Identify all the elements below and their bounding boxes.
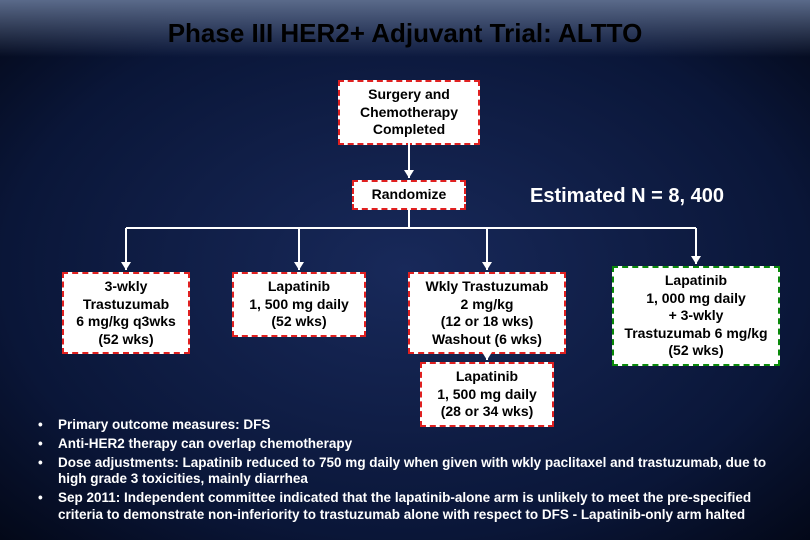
bullet-list: •Primary outcome measures: DFS •Anti-HER2… [38,417,780,526]
box-arm-0: 3-wklyTrastuzumab6 mg/kg q3wks(52 wks) [62,272,190,354]
estimated-n: Estimated N = 8, 400 [530,185,724,208]
box-start: Surgery andChemotherapyCompleted [338,80,480,145]
page-title: Phase III HER2+ Adjuvant Trial: ALTTO [0,0,810,57]
bullet-item: •Anti-HER2 therapy can overlap chemother… [38,436,780,453]
bullet-item: •Dose adjustments: Lapatinib reduced to … [38,455,780,489]
title-band: Phase III HER2+ Adjuvant Trial: ALTTO [0,0,810,57]
box-arm-3: Lapatinib1, 000 mg daily+ 3-wklyTrastuzu… [612,266,780,366]
bullet-item: •Sep 2011: Independent committee indicat… [38,490,780,524]
box-arm-2: Wkly Trastuzumab2 mg/kg(12 or 18 wks)Was… [408,272,566,354]
bullet-item: •Primary outcome measures: DFS [38,417,780,434]
box-randomize: Randomize [352,180,466,210]
box-arm-1: Lapatinib1, 500 mg daily(52 wks) [232,272,366,337]
